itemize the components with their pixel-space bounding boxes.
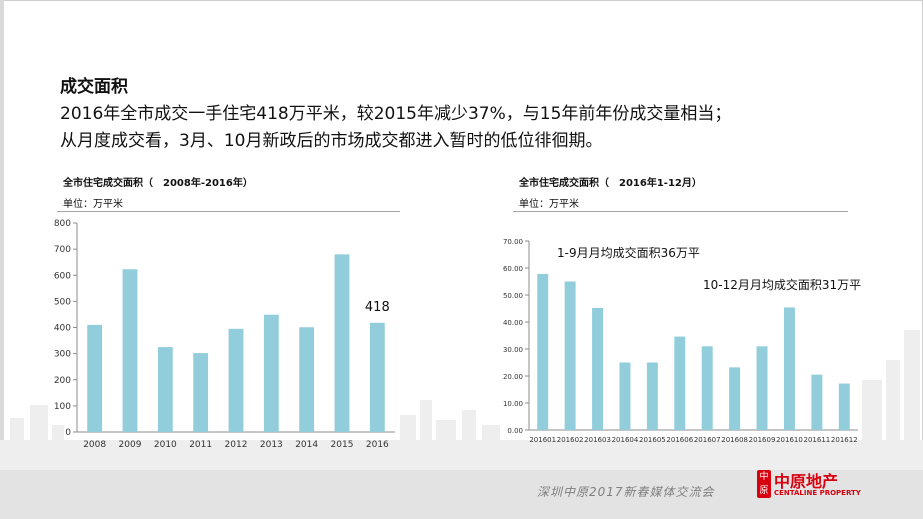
chart2-x-tick-label: 201606 (666, 436, 693, 444)
chart2-x-tick-label: 201604 (612, 436, 639, 444)
chart2-bar (619, 362, 631, 430)
chart2-y-tick-label: 40.00 (503, 319, 523, 327)
summary-line-2: 从月度成交看，3月、10月新政后的市场成交都进入暂时的低位徘徊期。 (60, 131, 603, 151)
chart2-x-tick-label: 201603 (584, 436, 611, 444)
page-heading: 成交面积 (60, 77, 128, 97)
chart2-bar (537, 273, 549, 430)
event-footer: 深圳中原2017新春媒体交流会 (537, 485, 715, 499)
chart2-y-tick-label: 20.00 (503, 373, 523, 381)
chart1-y-tick-label: 400 (54, 324, 71, 334)
chart1-x-tick-label: 2010 (154, 440, 177, 450)
chart1-x-tick-label: 2015 (331, 440, 354, 450)
chart1-x-tick-label: 2009 (119, 440, 142, 450)
chart2-y-tick-label: 10.00 (503, 400, 523, 408)
chart1-x-tick-label: 2013 (260, 440, 283, 450)
chart1-y-tick-label: 300 (54, 350, 71, 360)
chart2-bar (756, 346, 768, 430)
chart2-y-tick-label: 60.00 (503, 265, 523, 273)
chart2-header-rule (513, 211, 848, 212)
chart1-bar (87, 324, 103, 432)
chart2-bar (811, 374, 823, 430)
chart2-y-tick-label: 30.00 (503, 346, 523, 354)
chart1-y-tick-label: 100 (54, 402, 71, 412)
chart2-bar (674, 336, 686, 430)
chart2-annotation-jan-sep: 1-9月月均成交面积36万平 (557, 245, 700, 260)
chart1-bar (228, 328, 244, 432)
chart1-y-tick-label: 500 (54, 297, 71, 307)
chart2-bar (838, 383, 850, 430)
chart1-bar (157, 347, 173, 432)
chart1-unit: 单位：万平米 (63, 199, 123, 210)
chart2-y-tick-label: 0.00 (507, 427, 523, 435)
chart2-unit: 单位：万平米 (519, 199, 579, 210)
chart2-x-tick-label: 201602 (557, 436, 584, 444)
chart2-annotation-oct-dec: 10-12月月均成交面积31万平 (703, 277, 861, 292)
chart2-title: 全市住宅成交面积（ 2016年1-12月） (519, 178, 702, 189)
chart1-y-tick-label: 600 (54, 271, 71, 281)
chart1-x-tick-label: 2008 (83, 440, 106, 450)
chart2-x-tick-label: 201612 (831, 436, 858, 444)
chart2-bar (783, 307, 795, 430)
chart1-x-tick-label: 2016 (366, 440, 389, 450)
logo-english-text: CENTALINE PROPERTY (774, 489, 861, 497)
chart2-x-tick-label: 201608 (721, 436, 748, 444)
chart1-y-tick-label: 0 (65, 428, 71, 438)
logo-chinese-text: 中原地产 (774, 472, 839, 491)
chart1-y-tick-label: 700 (54, 245, 71, 255)
chart1-header-rule (57, 211, 400, 212)
chart1-bar (299, 327, 315, 432)
chart2-x-tick-label: 201601 (529, 436, 556, 444)
chart1-bar (263, 314, 279, 432)
chart2-bar (701, 346, 713, 430)
chart2-bar (729, 367, 741, 430)
summary-line-1: 2016年全市成交一手住宅418万平米，较2015年减少37%，与15年前年份成… (60, 104, 732, 124)
chart1-bar (122, 269, 138, 432)
chart2-x-tick-label: 201609 (749, 436, 776, 444)
chart2-x-tick-label: 201605 (639, 436, 666, 444)
chart1-title: 全市住宅成交面积（ 2008年-2016年） (63, 178, 253, 189)
chart1-bar (193, 353, 209, 432)
chart1-x-tick-label: 2011 (189, 440, 212, 450)
chart1-bar (369, 322, 385, 432)
chart1-bar (334, 254, 350, 432)
chart2-y-tick-label: 50.00 (503, 292, 523, 300)
chart1-y-tick-label: 200 (54, 376, 71, 386)
chart2-bar (592, 307, 604, 430)
chart2-x-tick-label: 201607 (694, 436, 721, 444)
chart1-x-tick-label: 2012 (225, 440, 248, 450)
chart2-x-tick-label: 201610 (776, 436, 803, 444)
chart2-bar (564, 281, 576, 430)
left-border (0, 0, 4, 519)
chart2-bar (646, 362, 658, 430)
centaline-logo: 中原 中原地产 CENTALINE PROPERTY (757, 468, 867, 502)
chart2-y-tick-label: 70.00 (503, 238, 523, 246)
chart2-x-tick-label: 201611 (804, 436, 831, 444)
chart1-y-tick-label: 800 (54, 219, 71, 229)
chart1-x-tick-label: 2014 (295, 440, 318, 450)
chart1-data-label: 418 (365, 300, 390, 315)
centaline-logo-icon: 中原 (757, 470, 771, 498)
